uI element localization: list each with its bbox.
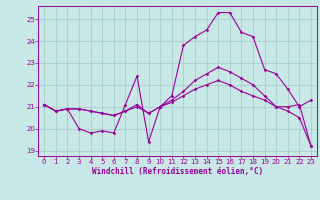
X-axis label: Windchill (Refroidissement éolien,°C): Windchill (Refroidissement éolien,°C) [92, 167, 263, 176]
